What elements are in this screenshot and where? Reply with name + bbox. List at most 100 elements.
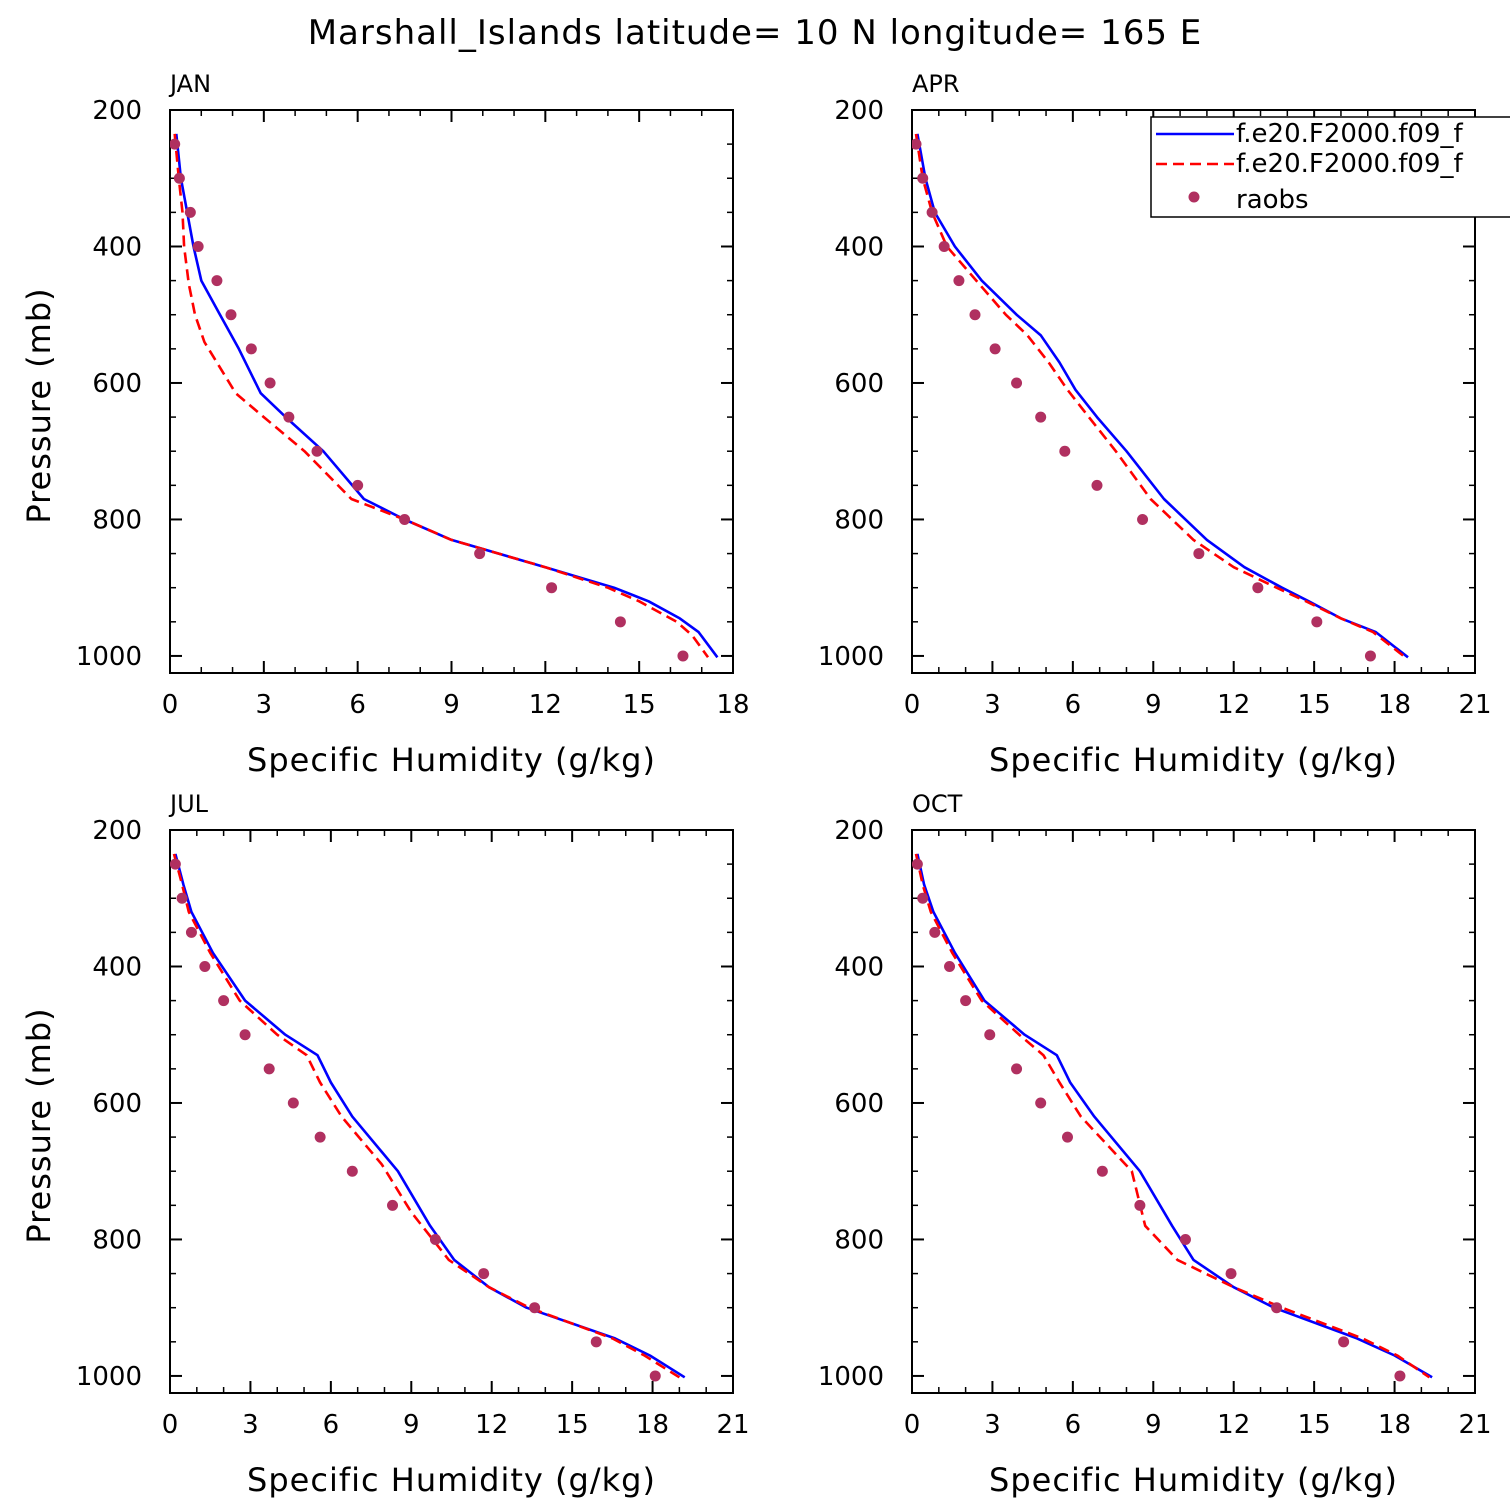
x-axis-title: Specific Humidity (g/kg)	[989, 1461, 1398, 1499]
y-tick-label: 600	[834, 1089, 884, 1119]
raobs-point	[944, 960, 956, 972]
raobs-point	[1035, 1097, 1047, 1109]
raobs-point	[352, 479, 364, 491]
raobs-point	[311, 445, 323, 457]
x-tick-label: 6	[1065, 690, 1082, 720]
plot-frame	[169, 829, 734, 1394]
raobs-point	[283, 411, 295, 423]
y-tick-label: 400	[834, 952, 884, 982]
raobs-point	[953, 275, 965, 287]
raobs-point	[1134, 1199, 1146, 1211]
panel-jan: 0 3 6 9 12 15 18 200 400 600 800 1000 JAN Specific Hu…	[20, 70, 750, 779]
series-line-dashed	[914, 853, 1431, 1379]
x-tick-label: 9	[1145, 690, 1162, 720]
raobs-point	[1311, 616, 1323, 628]
y-tick-label: 200	[834, 96, 884, 126]
raobs-point	[529, 1302, 541, 1314]
raobs-point	[917, 172, 929, 184]
x-tick-label: 6	[349, 690, 366, 720]
raobs-point	[1091, 479, 1103, 491]
panel-label: JAN	[168, 70, 211, 98]
series-line-solid	[175, 133, 719, 659]
raobs-point	[1225, 1268, 1237, 1280]
legend-entry-label: f.e20.F2000.f09_f	[1236, 119, 1463, 149]
plot-frame	[169, 109, 734, 674]
plot-area	[170, 133, 719, 662]
y-tick-label: 200	[92, 96, 142, 126]
y-tick-label: 400	[92, 232, 142, 262]
y-tick-label: 1000	[76, 1362, 142, 1392]
legend-entry-label: raobs	[1236, 185, 1309, 215]
raobs-point	[989, 343, 1001, 355]
raobs-point	[263, 1063, 275, 1075]
x-tick-label: 6	[323, 1410, 340, 1440]
x-tick-label: 9	[403, 1410, 420, 1440]
main-title: Marshall_Islands latitude= 10 N longitud…	[308, 13, 1203, 53]
raobs-point	[199, 960, 211, 972]
x-tick-label: 21	[1458, 690, 1491, 720]
raobs-point	[917, 892, 929, 904]
raobs-point	[185, 926, 197, 938]
y-tick-label: 1000	[76, 642, 142, 672]
y-axis-title: Pressure (mb)	[20, 287, 58, 523]
y-tick-label: 200	[834, 816, 884, 846]
panel-label: APR	[912, 70, 960, 98]
raobs-point	[1179, 1233, 1191, 1245]
x-tick-label: 15	[1298, 1410, 1331, 1440]
x-tick-label: 12	[1217, 690, 1250, 720]
raobs-point	[239, 1029, 251, 1041]
x-tick-label: 6	[1065, 1410, 1082, 1440]
x-tick-label: 3	[242, 1410, 259, 1440]
plot-area	[912, 853, 1433, 1382]
raobs-point	[929, 926, 941, 938]
plot-area	[912, 133, 1409, 662]
raobs-point	[649, 1370, 661, 1382]
y-tick-label: 800	[92, 1225, 142, 1255]
y-tick-label: 200	[92, 816, 142, 846]
y-tick-label: 800	[92, 505, 142, 535]
raobs-point	[314, 1131, 326, 1143]
x-tick-label: 9	[443, 690, 460, 720]
panel-oct: 0 3 6 9 12 15 18 21 200 400 600 800 1000 OCT Specific …	[818, 790, 1492, 1499]
x-tick-label: 0	[904, 690, 921, 720]
raobs-point	[1035, 411, 1047, 423]
x-tick-label: 15	[623, 690, 656, 720]
raobs-point	[1338, 1336, 1350, 1348]
panel-apr: 0 3 6 9 12 15 18 21 200 400 600 800 1000 APR Specific …	[818, 70, 1492, 779]
raobs-point	[170, 138, 181, 150]
raobs-point	[429, 1233, 441, 1245]
legend-marker-raobs	[1188, 191, 1200, 203]
x-tick-label: 18	[1378, 690, 1411, 720]
x-tick-label: 12	[529, 690, 562, 720]
panels: 0 3 6 9 12 15 18 200 400 600 800 1000 JAN Specific Hu…	[20, 70, 1510, 1499]
y-tick-label: 400	[834, 232, 884, 262]
y-tick-label: 600	[92, 369, 142, 399]
raobs-point	[1011, 1063, 1023, 1075]
raobs-point	[346, 1165, 358, 1177]
x-tick-label: 0	[162, 1410, 179, 1440]
raobs-point	[211, 275, 223, 287]
legend-entry-label: f.e20.F2000.f09_f	[1236, 149, 1463, 179]
y-tick-label: 1000	[818, 1362, 884, 1392]
x-tick-label: 21	[1458, 1410, 1491, 1440]
y-tick-label: 1000	[818, 642, 884, 672]
x-tick-label: 3	[984, 1410, 1001, 1440]
raobs-point	[938, 240, 950, 252]
raobs-point	[287, 1097, 299, 1109]
raobs-point	[225, 309, 237, 321]
raobs-point	[176, 892, 188, 904]
y-axis-title: Pressure (mb)	[20, 1007, 58, 1243]
panel-jul: 0 3 6 9 12 15 18 21 200 400 600 800 1000 JUL Specific …	[20, 790, 750, 1499]
raobs-point	[912, 858, 923, 870]
raobs-point	[926, 206, 938, 218]
x-tick-label: 18	[1378, 1410, 1411, 1440]
raobs-point	[590, 1336, 602, 1348]
x-tick-label: 15	[1298, 690, 1331, 720]
raobs-point	[1271, 1302, 1283, 1314]
y-tick-label: 400	[92, 952, 142, 982]
series-line-solid	[174, 853, 686, 1379]
raobs-point	[264, 377, 276, 389]
raobs-point	[1394, 1370, 1406, 1382]
